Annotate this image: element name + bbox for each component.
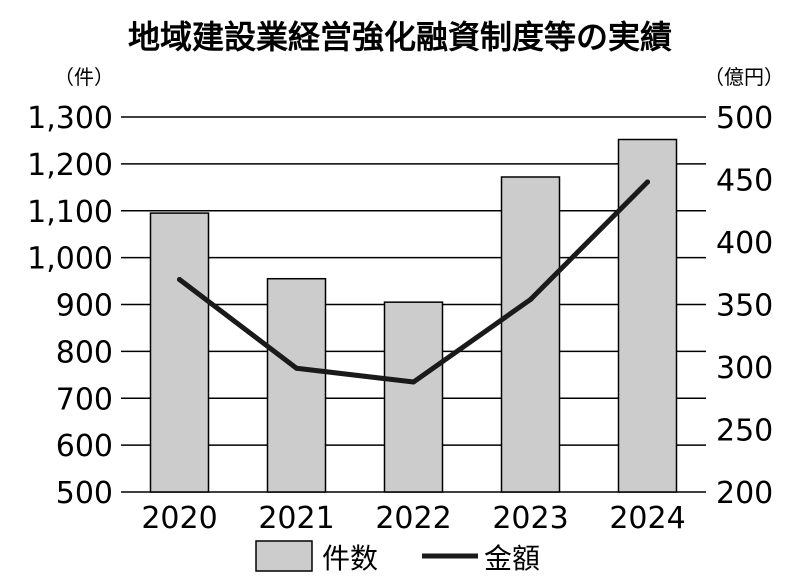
bar-series <box>149 138 678 493</box>
right-axis-tick-label: 450 <box>716 164 773 199</box>
legend: 件数 金額 <box>255 540 540 575</box>
bar-2020 <box>149 212 210 493</box>
right-axis-unit: （億円） <box>704 65 784 89</box>
x-axis-ticks: 2020 2021 2022 2023 2024 <box>141 501 685 536</box>
amount-point-2021 <box>294 365 299 371</box>
left-axis-ticks: 500 600 700 800 900 1,000 1,100 1,200 1,300 <box>27 101 113 511</box>
left-axis-tick-label: 1,300 <box>27 101 113 136</box>
bar-2022 <box>383 301 444 493</box>
x-axis-tick-label: 2020 <box>141 501 217 536</box>
x-axis-tick-label: 2023 <box>492 501 568 536</box>
left-axis-tick-label: 1,000 <box>27 242 113 277</box>
right-axis-tick-label: 400 <box>716 226 773 261</box>
right-axis-ticks: 200 250 300 350 400 450 500 <box>716 101 773 511</box>
legend-label-count: 件数 <box>322 542 378 575</box>
legend-label-amount: 金額 <box>484 542 540 575</box>
chart-title: 地域建設業経営強化融資制度等の実績 <box>128 18 672 56</box>
legend-swatch-bar <box>255 540 313 572</box>
left-axis-tick-label: 800 <box>56 335 113 370</box>
left-axis-unit: （件） <box>54 65 114 89</box>
right-axis-tick-label: 250 <box>716 414 773 449</box>
bar-2024 <box>617 138 678 493</box>
right-axis-tick-label: 500 <box>716 101 773 136</box>
amount-point-2022 <box>411 379 416 385</box>
left-axis-tick-label: 900 <box>56 289 113 324</box>
x-axis-tick-label: 2024 <box>609 501 685 536</box>
bar-2021 <box>266 277 327 493</box>
amount-point-2024 <box>645 179 650 185</box>
left-axis-tick-label: 500 <box>56 476 113 511</box>
amount-point-2023 <box>528 297 533 302</box>
right-axis-tick-label: 350 <box>716 289 773 324</box>
amount-point-2020 <box>177 277 182 282</box>
right-axis-tick-label: 200 <box>716 476 773 511</box>
x-axis-tick-label: 2021 <box>258 501 334 536</box>
line-series <box>177 179 650 385</box>
left-axis-tick-label: 600 <box>56 429 113 464</box>
left-axis-tick-label: 700 <box>56 382 113 417</box>
left-axis-tick-label: 1,200 <box>27 148 113 183</box>
left-axis-tick-label: 1,100 <box>27 195 113 230</box>
bar-2023 <box>500 176 561 493</box>
x-axis-tick-label: 2022 <box>375 501 451 536</box>
right-axis-tick-label: 300 <box>716 351 773 386</box>
